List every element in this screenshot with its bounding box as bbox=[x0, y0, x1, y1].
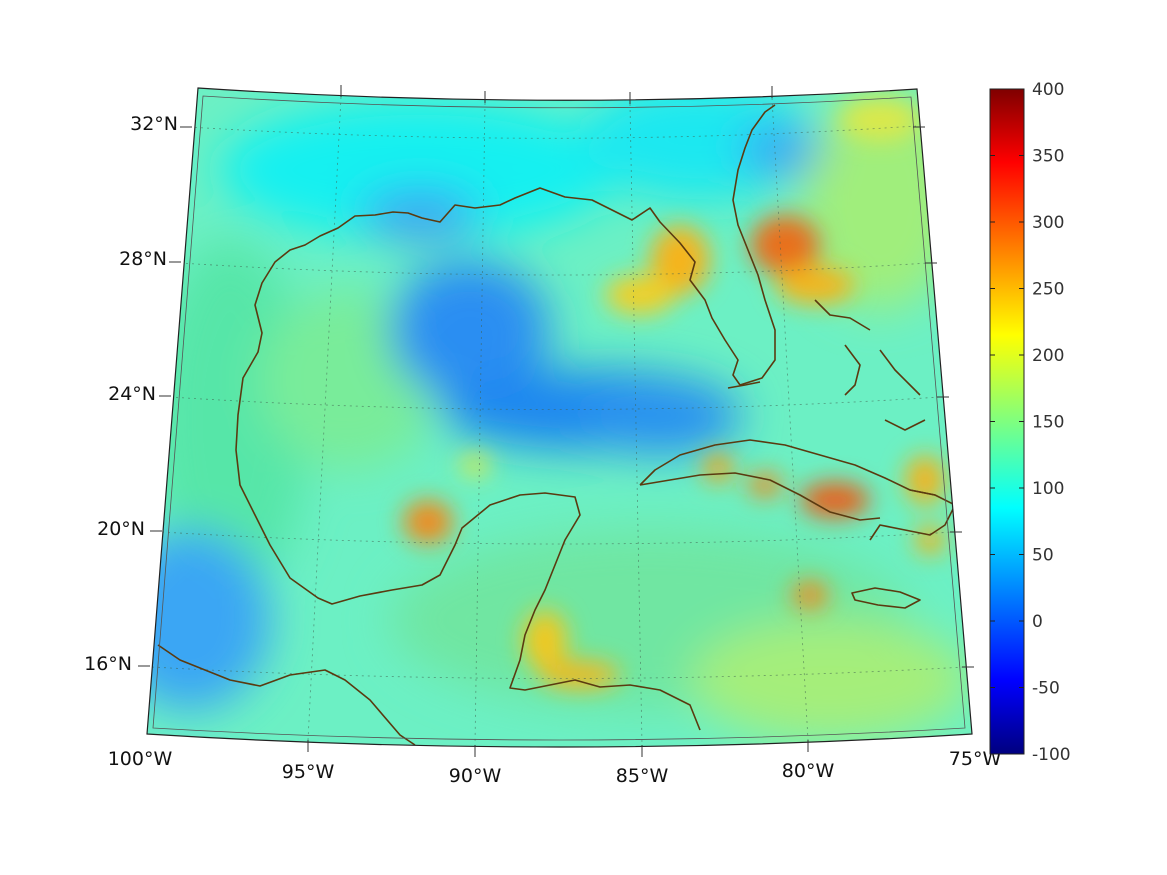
colorbar-tick-label: 100 bbox=[1032, 479, 1064, 499]
florida-atlantic-coast bbox=[732, 104, 776, 386]
colorbar-tick-label: 400 bbox=[1032, 80, 1064, 100]
coastlines bbox=[157, 104, 956, 746]
jamaica-coast bbox=[851, 587, 921, 609]
colorbar-gradient bbox=[989, 88, 1025, 755]
cuba-coast bbox=[639, 439, 936, 521]
lat-tick-label: 28°N bbox=[119, 248, 167, 270]
bahamas-high bbox=[750, 215, 820, 275]
longitude-ticks: 100°W 95°W 90°W 85°W 80°W 75°W bbox=[108, 85, 1002, 787]
colorbar-tick-label: 150 bbox=[1032, 413, 1064, 433]
lon-tick-label: 95°W bbox=[282, 761, 335, 783]
honduras-high bbox=[523, 610, 567, 670]
lat-tick-label: 16°N bbox=[84, 653, 132, 675]
keys-islands bbox=[727, 381, 761, 389]
lat-tick-label: 20°N bbox=[97, 518, 145, 540]
lon-tick-label: 75°W bbox=[949, 748, 1002, 770]
data-field bbox=[147, 88, 972, 747]
colorbar: 400 350 300 250 200 150 100 50 0 -50 -100 bbox=[989, 80, 1071, 765]
colorbar-tick-label: 350 bbox=[1032, 147, 1064, 167]
lon-tick-label: 100°W bbox=[108, 748, 173, 770]
central-america-pacific-coast bbox=[157, 644, 416, 746]
lon-tick-label: 90°W bbox=[449, 765, 502, 787]
colorbar-tick-label: -50 bbox=[1032, 679, 1060, 699]
lat-tick-label: 32°N bbox=[130, 113, 178, 135]
latitude-ticks: 32°N 28°N 24°N 20°N 16°N bbox=[84, 113, 974, 675]
lon-tick-label: 85°W bbox=[616, 765, 669, 787]
graticule bbox=[151, 96, 966, 746]
campeche-high bbox=[403, 500, 453, 544]
colorbar-tick-label: 250 bbox=[1032, 280, 1064, 300]
map-frame bbox=[146, 87, 973, 748]
colorbar-tick-label: 200 bbox=[1032, 346, 1064, 366]
colorbar-tick-label: 300 bbox=[1032, 213, 1064, 233]
lat-tick-label: 24°N bbox=[108, 383, 156, 405]
colorbar-tick-label: 50 bbox=[1032, 546, 1054, 566]
bahamas-islands bbox=[814, 299, 926, 431]
colorbar-tick-label: 0 bbox=[1032, 612, 1043, 632]
hispaniola-coast bbox=[869, 489, 956, 541]
lon-tick-label: 80°W bbox=[782, 760, 835, 782]
gulf-coastline bbox=[235, 187, 741, 731]
cuba-high bbox=[800, 482, 870, 518]
central-gulf-low bbox=[390, 260, 550, 400]
florida-west-high bbox=[650, 225, 710, 295]
colorbar-tick-label: -100 bbox=[1032, 745, 1071, 765]
